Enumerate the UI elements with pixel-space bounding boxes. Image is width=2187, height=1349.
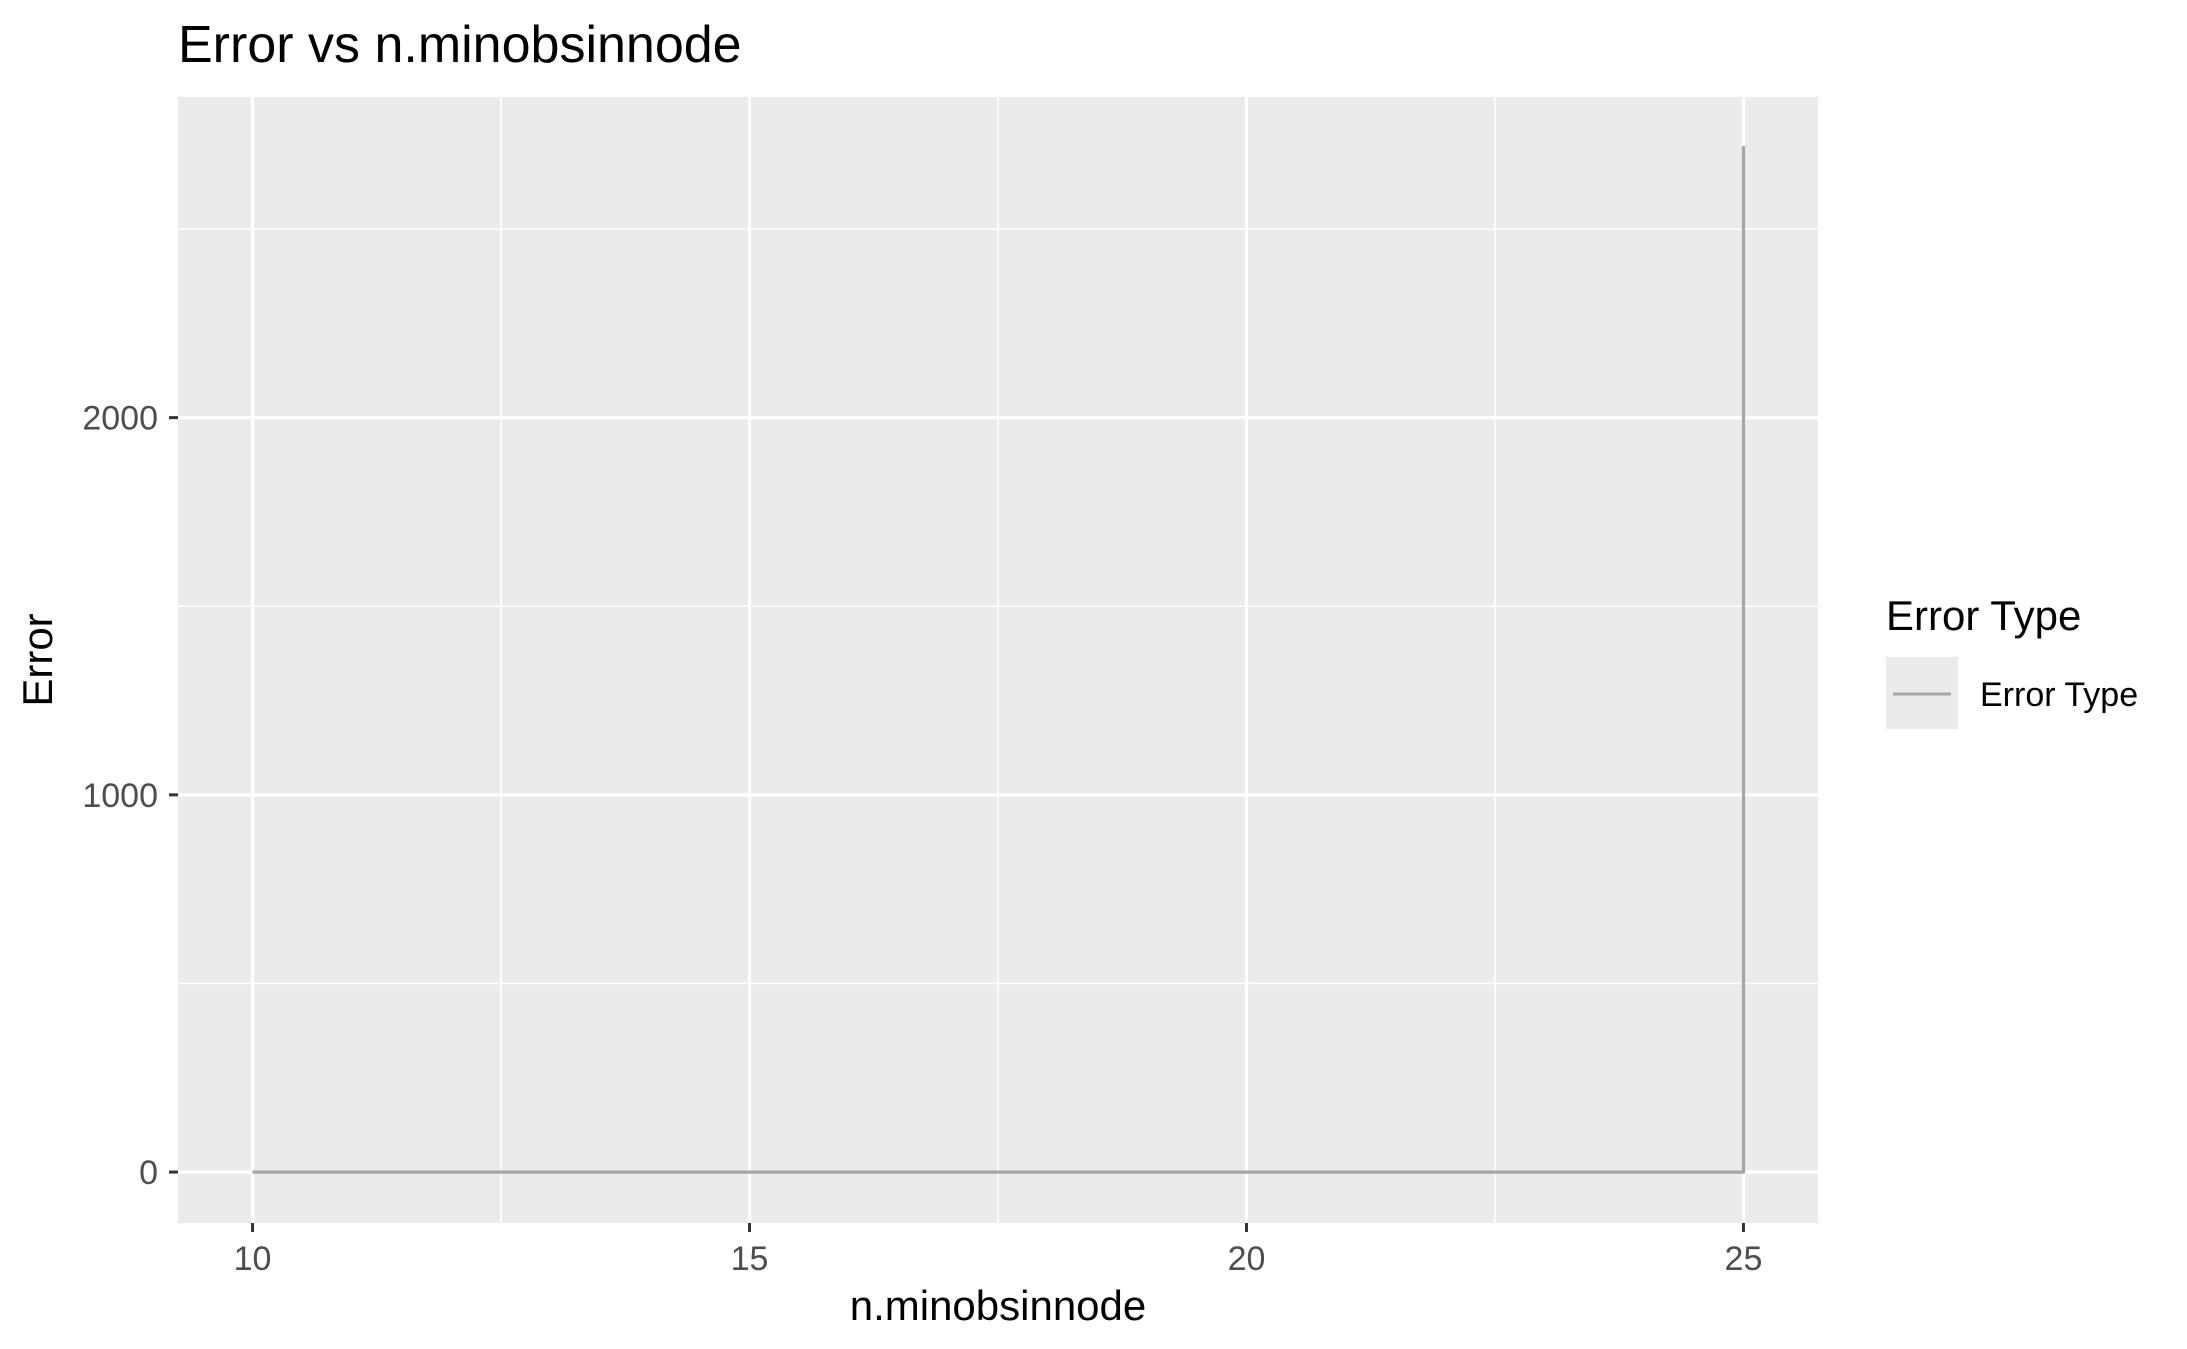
y-tick-label: 1000 — [82, 777, 158, 815]
series-line — [252, 146, 1746, 1174]
legend-label: Error Type — [1980, 676, 2138, 714]
y-tick-label: 0 — [139, 1154, 158, 1192]
x-axis: 10 15 20 25 — [234, 1223, 1763, 1278]
x-tick-label: 15 — [731, 1240, 769, 1278]
chart-title: Error vs n.minobsinnode — [178, 16, 742, 74]
minor-gridlines — [178, 97, 1818, 1223]
x-tick-label: 20 — [1228, 1240, 1266, 1278]
y-axis-title: Error — [14, 613, 61, 706]
x-axis-title: n.minobsinnode — [850, 1282, 1147, 1329]
legend-title: Error Type — [1886, 592, 2081, 639]
legend: Error Type Error Type — [1886, 592, 2138, 729]
y-axis: 0 1000 2000 — [82, 400, 178, 1192]
x-tick-label: 25 — [1725, 1240, 1763, 1278]
y-tick-label: 2000 — [82, 400, 158, 438]
series-layer — [252, 146, 1746, 1174]
x-tick-label: 10 — [234, 1240, 272, 1278]
